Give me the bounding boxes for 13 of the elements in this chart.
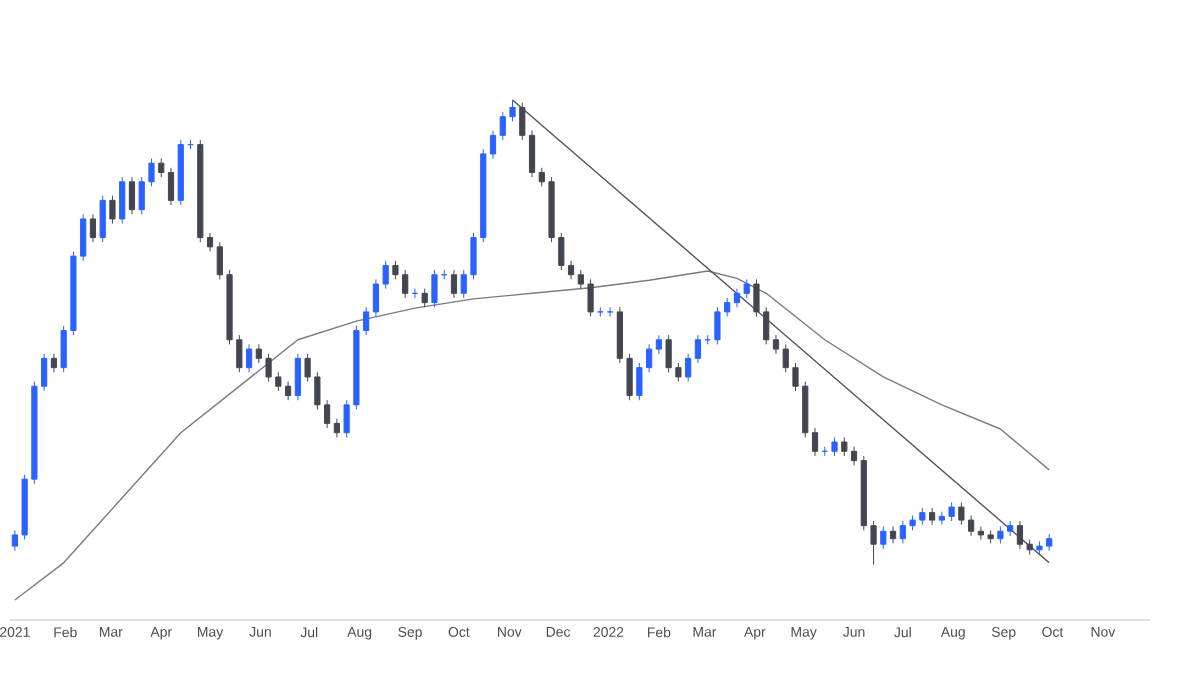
candlestick [50, 353, 58, 373]
candlestick [294, 353, 301, 401]
candlestick [694, 334, 702, 364]
candlestick [167, 167, 175, 206]
candlestick [606, 306, 614, 318]
candlestick [89, 213, 97, 243]
candlestick [655, 334, 662, 355]
candlestick [889, 526, 897, 544]
candlestick [450, 269, 458, 299]
candlestick [333, 418, 340, 438]
candlestick [128, 176, 136, 215]
candlestick [929, 507, 936, 526]
candlestick [245, 343, 253, 373]
